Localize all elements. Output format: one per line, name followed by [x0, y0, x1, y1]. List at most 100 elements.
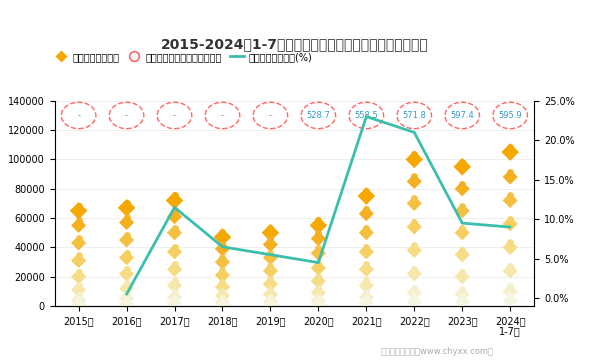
Point: [74, 222, 84, 228]
Point: [362, 193, 371, 199]
Point: [218, 294, 228, 300]
Point: [314, 273, 324, 279]
Point: [458, 247, 467, 252]
Point: [169, 244, 180, 249]
Point: [362, 294, 371, 300]
Point: [505, 293, 515, 299]
Title: 2015-2024年1-7月电气机械和器材制造业企业营收统计图: 2015-2024年1-7月电气机械和器材制造业企业营收统计图: [160, 37, 429, 51]
Point: [410, 152, 419, 157]
Point: [266, 255, 276, 261]
Point: [74, 274, 84, 280]
Point: [314, 230, 324, 236]
Point: [505, 198, 515, 203]
Point: [74, 292, 84, 298]
Point: [169, 198, 180, 203]
Point: [362, 261, 371, 267]
Point: [121, 232, 131, 238]
Point: [410, 247, 419, 253]
Point: [74, 269, 84, 274]
Point: [458, 230, 467, 235]
Point: [74, 258, 84, 264]
Point: [121, 296, 131, 302]
Point: [362, 289, 371, 295]
Point: [169, 249, 180, 255]
Point: [458, 181, 467, 186]
Point: [169, 294, 180, 300]
Text: -: -: [77, 111, 80, 120]
Point: [410, 157, 419, 162]
Point: [362, 266, 371, 272]
Legend: 营业收入（亿元）, 平均用工人数累计值（万人）, 营业收入累计增长(%): 营业收入（亿元）, 平均用工人数累计值（万人）, 营业收入累计增长(%): [50, 48, 316, 66]
Point: [362, 225, 371, 230]
Point: [458, 252, 467, 258]
Point: [266, 286, 276, 292]
Point: [505, 193, 515, 198]
Point: [458, 300, 467, 305]
Point: [218, 284, 228, 290]
Point: [505, 169, 515, 175]
Point: [266, 299, 276, 305]
Point: [410, 290, 419, 296]
Point: [169, 295, 180, 301]
Text: 制图：智研咨询（www.chyxx.com）: 制图：智研咨询（www.chyxx.com）: [381, 347, 493, 356]
Text: 571.8: 571.8: [402, 111, 426, 120]
Text: -: -: [173, 111, 176, 120]
Point: [458, 286, 467, 292]
Point: [505, 263, 515, 269]
Point: [266, 291, 276, 297]
Point: [410, 294, 419, 300]
Point: [74, 297, 84, 303]
Text: 528.7: 528.7: [307, 111, 330, 120]
Text: -: -: [125, 111, 128, 120]
Point: [169, 278, 180, 283]
Point: [74, 217, 84, 223]
Point: [314, 285, 324, 291]
Point: [266, 237, 276, 242]
Point: [218, 241, 228, 247]
Point: [121, 301, 131, 307]
Point: [314, 250, 324, 256]
Point: [314, 278, 324, 284]
Text: 597.4: 597.4: [450, 111, 474, 120]
Point: [410, 179, 419, 184]
Point: [266, 302, 276, 307]
Point: [458, 274, 467, 280]
Point: [169, 208, 180, 214]
Point: [410, 174, 419, 179]
Point: [218, 229, 228, 235]
Point: [505, 298, 515, 304]
Point: [266, 249, 276, 255]
Point: [121, 205, 131, 211]
Point: [266, 276, 276, 282]
Point: [266, 281, 276, 287]
Point: [505, 149, 515, 155]
Point: [169, 289, 180, 295]
Point: [410, 195, 419, 201]
Point: [314, 236, 324, 242]
Point: [74, 282, 84, 288]
Point: [266, 263, 276, 269]
Text: -: -: [221, 111, 224, 120]
Point: [218, 234, 228, 240]
Point: [314, 265, 324, 271]
Point: [218, 267, 228, 273]
Point: [169, 261, 180, 267]
Point: [74, 235, 84, 241]
Point: [505, 239, 515, 245]
Point: [505, 144, 515, 150]
Point: [74, 208, 84, 213]
Point: [410, 266, 419, 271]
Point: [121, 266, 131, 271]
Point: [266, 242, 276, 247]
Point: [362, 300, 371, 306]
Point: [314, 222, 324, 228]
Point: [362, 244, 371, 249]
Point: [121, 255, 131, 261]
Point: [505, 288, 515, 294]
Point: [74, 297, 84, 302]
Point: [505, 221, 515, 227]
Text: -: -: [269, 111, 272, 120]
Point: [169, 283, 180, 288]
Point: [218, 279, 228, 285]
Point: [410, 242, 419, 248]
